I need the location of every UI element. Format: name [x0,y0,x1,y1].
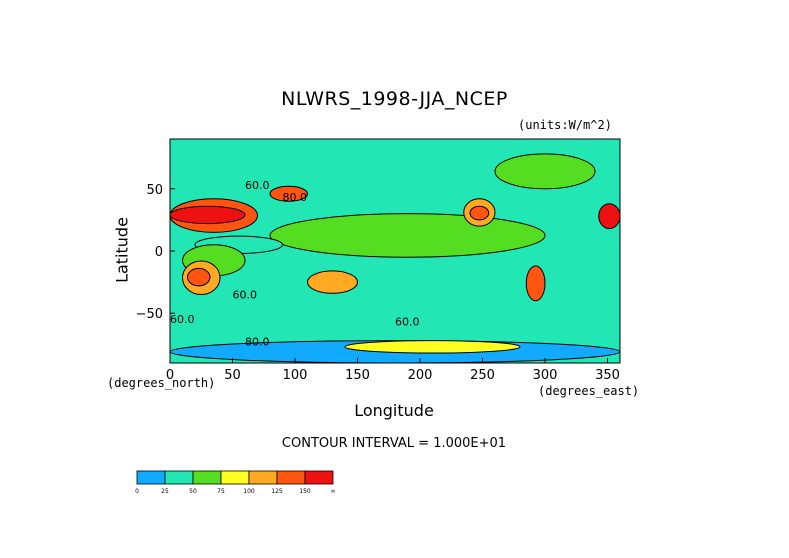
field-region [469,205,490,221]
contour-label: 60.0 [170,313,195,326]
x-tick-label: 150 [345,368,370,383]
colorbar-swatch [220,470,250,485]
field-region [187,267,211,287]
colorbar-label: 50 [189,488,197,495]
field-region [269,185,308,202]
field-region [525,265,546,302]
contour-label: 60.0 [233,288,258,301]
x-tick-label: 200 [408,368,433,383]
x-tick-label: 100 [283,368,308,383]
colorbar-swatch [136,470,166,485]
colorbar-swatch [304,470,334,485]
contour-labels: 60.0 80.0 60.0 60.0 60.0 80.0 [170,179,420,349]
x-axis-label: Longitude [354,401,434,420]
contour-interval-text: CONTOUR INTERVAL = 1.000E+01 [281,436,507,451]
field-region [598,203,620,230]
x-axis-ticks: 0 50 100 150 200 250 300 350 [166,358,620,383]
colorbar-swatch [248,470,278,485]
y-tick-label: 0 [155,245,163,260]
colorbar-label: 25 [161,488,169,495]
x-tick-label: 300 [533,368,558,383]
contour-label: 80.0 [245,336,270,349]
field-region [170,205,246,225]
x-axis-unit-label: (degrees_east) [538,384,640,398]
colorbar-label: ∞ [331,488,336,495]
contour-field [170,139,620,363]
field-region [494,153,596,190]
field-region [307,270,358,294]
colorbar-label: 0 [135,488,139,495]
contour-label: 60.0 [245,179,270,192]
colorbar-label: 125 [271,488,283,495]
units-label: (units:W/m^2) [518,118,612,132]
colorbar-label: 100 [243,488,255,495]
contour-label: 80.0 [283,191,308,204]
y-axis-label: Latitude [112,217,132,283]
colorbar-swatch [192,470,222,485]
contour-label: 60.0 [395,316,420,329]
x-tick-label: 50 [224,368,241,383]
colorbar-swatch [164,470,194,485]
colorbar-label: 75 [217,488,225,495]
y-tick-label: −50 [136,307,163,322]
field-region [344,340,521,354]
colorbar: 0 25 50 75 100 125 150 ∞ [135,470,336,495]
x-tick-label: 0 [166,368,174,383]
colorbar-swatch [276,470,306,485]
y-axis-ticks: −50 0 50 [136,183,175,322]
chart-title: NLWRS_1998-JJA_NCEP [281,88,508,110]
field-region [269,213,546,258]
x-tick-label: 350 [595,368,620,383]
x-tick-label: 250 [470,368,495,383]
y-axis-unit-label: (degrees_north) [107,376,216,390]
colorbar-label: 150 [299,488,311,495]
y-tick-label: 50 [146,183,163,198]
